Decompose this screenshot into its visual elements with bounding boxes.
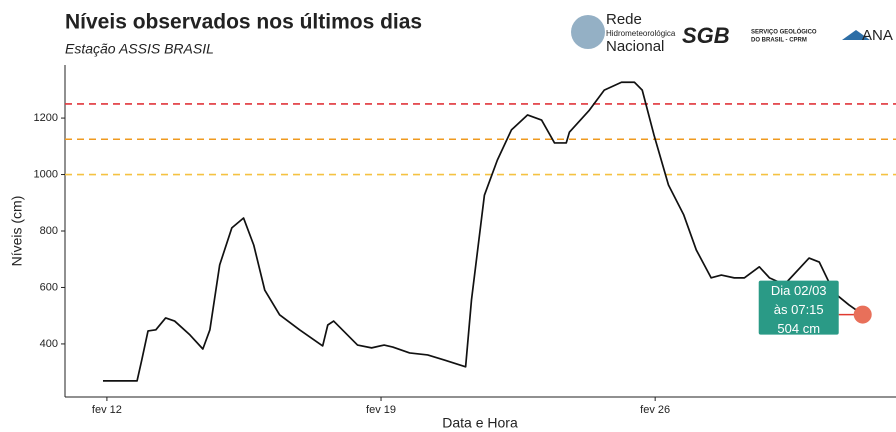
- x-tick-label: fev 26: [640, 404, 670, 416]
- logo-text: Nacional: [606, 38, 664, 55]
- annotation-text: 504 cm: [777, 321, 820, 336]
- y-tick-label: 800: [40, 225, 58, 237]
- x-axis-label: Data e Hora: [442, 415, 518, 431]
- annotation-text: Dia 02/03: [771, 283, 827, 298]
- logo-text: ANA: [862, 27, 893, 44]
- logo-rhn: Rede Hidrometeorológica Nacional: [571, 11, 676, 55]
- y-tick-label: 600: [40, 281, 58, 293]
- logo-text: SGB: [682, 23, 730, 48]
- chart-subtitle: Estação ASSIS BRASIL: [65, 41, 214, 57]
- logo-sgb: SGB SERVIÇO GEOLÓGICO DO BRASIL - CPRM: [682, 23, 817, 48]
- x-tick-label: fev 12: [92, 404, 122, 416]
- logo-ana: ANA: [842, 27, 893, 44]
- x-tick-label: fev 19: [366, 404, 396, 416]
- y-tick-label: 400: [40, 338, 58, 350]
- logo-text: Rede: [606, 11, 642, 28]
- logo-text: Hidrometeorológica: [606, 29, 676, 38]
- line: [102, 81, 864, 382]
- annotation-box: [758, 280, 839, 335]
- last-point: [853, 305, 872, 324]
- y-tick-label: 1000: [34, 168, 58, 180]
- y-axis-label: Níveis (cm): [9, 196, 25, 267]
- logo-text: SERVIÇO GEOLÓGICO: [751, 28, 817, 36]
- logo-text: DO BRASIL - CPRM: [751, 38, 807, 44]
- chart-title: Níveis observados nos últimos dias: [65, 11, 422, 34]
- y-tick-label: 1200: [34, 112, 58, 124]
- logo-icon: [842, 30, 870, 40]
- annotation-text: às 07:15: [774, 302, 824, 317]
- logo-icon: [571, 15, 605, 49]
